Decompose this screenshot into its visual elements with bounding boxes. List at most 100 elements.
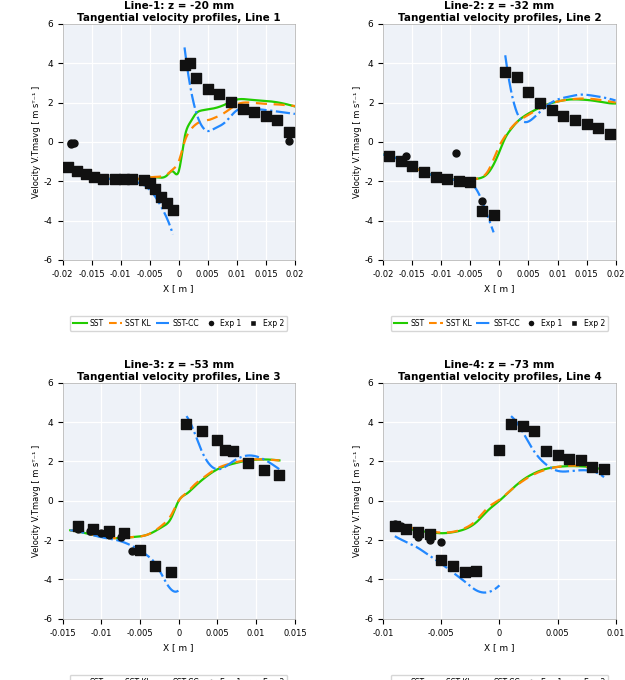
Point — [605, 129, 615, 139]
Point — [419, 167, 429, 177]
Point — [425, 534, 435, 545]
Point — [238, 104, 248, 115]
Title: Line-1: z = -20 mm
Tangential velocity profiles, Line 1: Line-1: z = -20 mm Tangential velocity p… — [77, 1, 281, 23]
Point — [454, 175, 464, 186]
Point — [524, 86, 534, 97]
Legend: SST, SST KL, SST-CC, Exp 1, Exp 2: SST, SST KL, SST-CC, Exp 1, Exp 2 — [70, 316, 288, 330]
Point — [81, 169, 91, 180]
Point — [448, 560, 458, 571]
Point — [413, 532, 423, 543]
Point — [213, 435, 222, 445]
Point — [127, 174, 138, 185]
Point — [162, 197, 172, 208]
Point — [156, 192, 166, 203]
Point — [436, 554, 446, 565]
Point — [396, 155, 406, 166]
Point — [582, 119, 592, 130]
Title: Line-4: z = -73 mm
Tangential velocity profiles, Line 4: Line-4: z = -73 mm Tangential velocity p… — [398, 360, 601, 382]
Point — [390, 519, 400, 530]
Point — [135, 545, 145, 556]
Point — [73, 521, 83, 532]
Point — [390, 521, 400, 532]
Y-axis label: Velocity V.Tmavg [ m sᵀ⁻¹ ]: Velocity V.Tmavg [ m sᵀ⁻¹ ] — [352, 86, 362, 198]
Point — [529, 426, 539, 437]
Point — [396, 521, 406, 532]
Point — [261, 111, 271, 122]
Point — [500, 67, 510, 78]
Point — [459, 566, 469, 577]
Point — [477, 205, 487, 216]
Point — [220, 444, 230, 455]
X-axis label: X [ m ]: X [ m ] — [164, 284, 194, 293]
Point — [226, 96, 236, 107]
Point — [558, 111, 568, 122]
Point — [599, 464, 609, 475]
Point — [139, 175, 149, 186]
Point — [431, 172, 441, 183]
Point — [436, 537, 446, 547]
Legend: SST, SST KL, SST-CC, Exp 1, Exp 2: SST, SST KL, SST-CC, Exp 1, Exp 2 — [391, 316, 608, 330]
Point — [425, 529, 435, 540]
Point — [249, 107, 259, 118]
Point — [63, 162, 73, 173]
Legend: SST, SST KL, SST-CC, Exp 1, Exp 2: SST, SST KL, SST-CC, Exp 1, Exp 2 — [70, 675, 288, 680]
Point — [518, 420, 528, 431]
Point — [401, 150, 411, 161]
Legend: SST, SST KL, SST-CC, Exp 1, Exp 2: SST, SST KL, SST-CC, Exp 1, Exp 2 — [391, 675, 608, 680]
Point — [73, 524, 83, 534]
X-axis label: X [ m ]: X [ m ] — [164, 643, 194, 652]
Point — [564, 454, 574, 465]
Point — [259, 465, 269, 476]
Point — [401, 525, 411, 536]
Point — [489, 209, 499, 220]
Point — [274, 470, 284, 481]
Point — [104, 530, 114, 541]
Point — [228, 445, 238, 456]
Point — [272, 115, 282, 126]
Point — [197, 426, 207, 437]
Point — [413, 526, 423, 537]
X-axis label: X [ m ]: X [ m ] — [484, 284, 514, 293]
Point — [69, 137, 79, 148]
Point — [179, 60, 189, 71]
Point — [512, 71, 522, 82]
Point — [116, 531, 126, 542]
Point — [588, 462, 598, 473]
Point — [384, 150, 394, 161]
Point — [593, 122, 603, 133]
Point — [471, 565, 481, 576]
Point — [552, 450, 562, 461]
Point — [66, 137, 76, 148]
Point — [84, 526, 94, 537]
Point — [442, 174, 452, 185]
Point — [494, 444, 504, 455]
Point — [535, 97, 545, 108]
Point — [214, 88, 224, 99]
Point — [384, 150, 394, 161]
Point — [477, 195, 487, 206]
Point — [66, 139, 76, 150]
Y-axis label: Velocity V.Tmavg [ m sᵀ⁻¹ ]: Velocity V.Tmavg [ m sᵀ⁻¹ ] — [32, 445, 41, 557]
Point — [144, 177, 154, 188]
Point — [98, 173, 108, 184]
Point — [104, 526, 114, 537]
Point — [119, 528, 129, 539]
Title: Line-3: z = -53 mm
Tangential velocity profiles, Line 3: Line-3: z = -53 mm Tangential velocity p… — [77, 360, 281, 382]
Point — [110, 174, 120, 185]
Point — [151, 184, 161, 194]
Y-axis label: Velocity V.Tmavg [ m sᵀ⁻¹ ]: Velocity V.Tmavg [ m sᵀ⁻¹ ] — [32, 86, 41, 198]
Point — [541, 445, 551, 456]
Point — [284, 135, 294, 146]
Point — [127, 545, 138, 556]
Point — [181, 419, 191, 430]
Point — [72, 166, 82, 177]
Point — [451, 148, 461, 158]
Point — [243, 458, 253, 469]
Title: Line-2: z = -32 mm
Tangential velocity profiles, Line 2: Line-2: z = -32 mm Tangential velocity p… — [398, 1, 601, 23]
Point — [401, 523, 411, 534]
Point — [570, 115, 580, 126]
Point — [191, 73, 201, 84]
Point — [119, 174, 129, 185]
Y-axis label: Velocity V.Tmavg [ m sᵀ⁻¹ ]: Velocity V.Tmavg [ m sᵀ⁻¹ ] — [352, 445, 362, 557]
Point — [202, 83, 212, 94]
